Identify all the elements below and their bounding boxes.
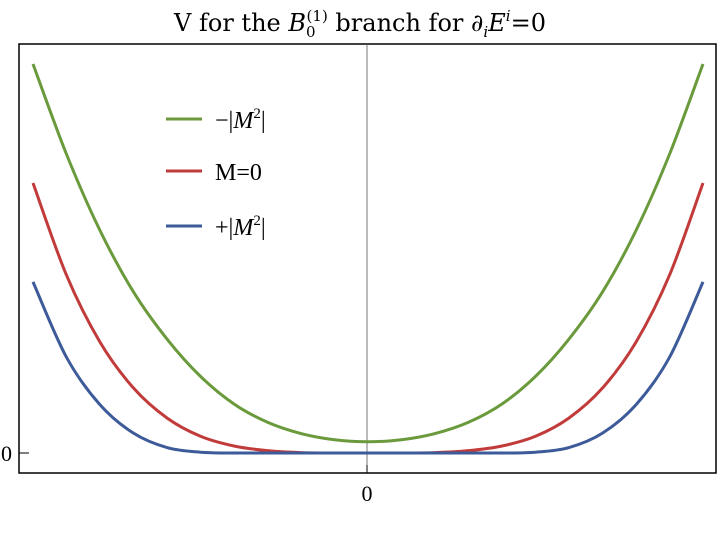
legend-label-neg: −|M2| <box>215 106 266 134</box>
series-pos-m2-line <box>31 281 705 455</box>
x-tick-label: 0 <box>362 481 373 506</box>
y-tick-label: 0 <box>1 441 12 466</box>
series-m0-line <box>31 182 705 455</box>
series-neg-m2-line <box>31 63 705 444</box>
legend-label-pos: +|M2| <box>215 213 266 241</box>
chart-title: V for the B0(1) branch for ∂iEi=0 <box>173 7 546 41</box>
series-layer <box>31 63 705 455</box>
legend: −|M2| M=0 +|M2| <box>166 106 266 241</box>
legend-label-zero: M=0 <box>215 160 262 186</box>
plot-frame <box>18 43 717 474</box>
